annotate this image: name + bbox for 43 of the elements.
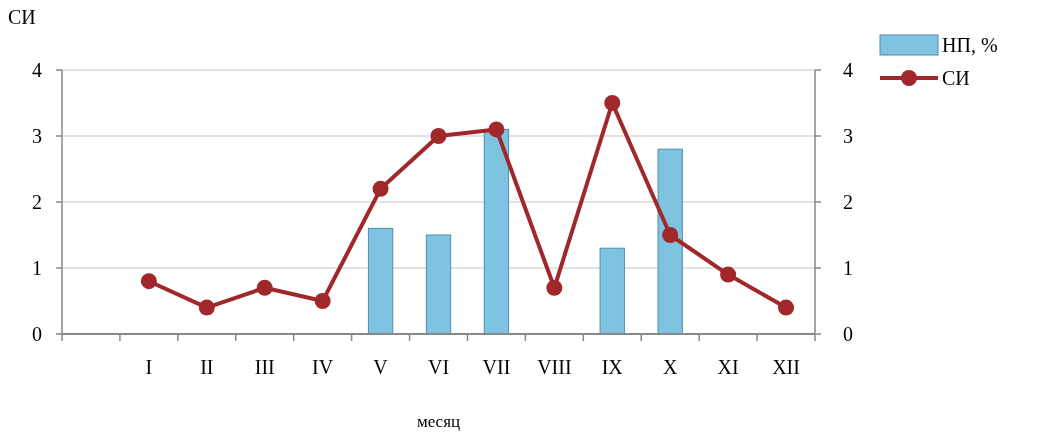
point [662,227,679,243]
point [430,128,447,144]
y-tick-label: 4 [32,59,42,81]
bar [425,234,452,335]
y-axis-title: СИ [8,6,36,28]
y2-tick-label: 0 [843,323,853,345]
y2-tick-label: 3 [843,125,853,147]
x-tick-label: IX [601,356,624,378]
y2-tick-label: 1 [843,257,853,279]
x-tick-label: X [662,356,678,378]
point [546,279,563,296]
point [140,273,157,290]
y-tick-label: 1 [32,257,42,279]
y-tick-label: 3 [32,125,42,147]
point [372,180,389,197]
x-tick-label: II [200,356,214,378]
x-tick-label: VIII [537,356,572,378]
point [720,266,737,283]
bar [483,128,510,335]
x-tick-label: VI [427,356,450,378]
point [256,279,273,296]
point [198,299,215,316]
bar [367,227,394,335]
x-tick-label: VII [482,356,511,378]
x-tick-label: XI [717,356,739,378]
bar [657,148,683,335]
x-tick-label: V [373,356,389,378]
y-tick-label: 0 [32,323,42,345]
bar [599,247,625,335]
x-tick-label: IV [312,356,334,378]
point [778,299,795,316]
x-tick-label: I [145,356,153,378]
point [604,95,621,111]
y2-tick-label: 4 [843,59,853,81]
y2-tick-label: 2 [843,191,853,213]
x-axis-title: месяц [416,412,461,431]
y-tick-label: 2 [32,191,42,213]
legend-label: НП, % [942,34,998,56]
legend-label: СИ [942,67,970,89]
point [488,121,505,138]
x-tick-label: XII [772,356,800,378]
x-tick-label: III [254,356,275,378]
point [314,293,331,309]
